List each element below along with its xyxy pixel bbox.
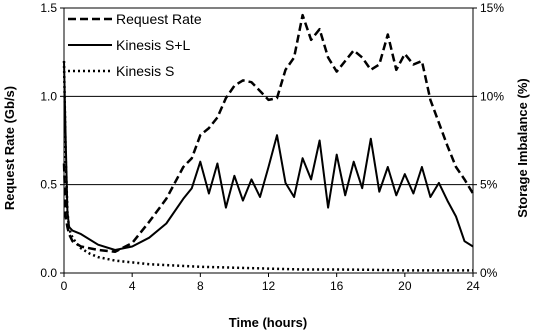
series-layer [62, 13, 475, 272]
y-left-tick-label-2: 1.0 [40, 89, 57, 103]
y-left-tick-label-3: 1.5 [40, 1, 57, 15]
x-tick-label-0: 0 [61, 279, 68, 293]
x-tick-label-3: 12 [262, 279, 276, 293]
y-right-tick-label-2: 10% [480, 89, 504, 103]
y-right-tick-label-1: 5% [480, 178, 498, 192]
y-left-tick-label-1: 0.5 [40, 178, 57, 192]
y-right-tick-label-3: 15% [480, 1, 504, 15]
series-line-kinesis-s [62, 60, 473, 272]
x-tick-label-6: 24 [466, 279, 480, 293]
legend-label-request-rate: Request Rate [116, 11, 202, 27]
series-line-kinesis-s-l [63, 60, 474, 251]
x-tick-label-4: 16 [330, 279, 344, 293]
x-tick-label-1: 4 [129, 279, 136, 293]
legend: Request Rate Kinesis S+L Kinesis S [68, 11, 202, 79]
y-axis-right-title: Storage Imbalance (%) [515, 78, 530, 217]
x-tick-label-2: 8 [197, 279, 204, 293]
legend-label-kinesis-s: Kinesis S [116, 63, 174, 79]
y-left-tick-label-0: 0.0 [40, 266, 57, 280]
y-axis-left-title: Request Rate (Gb/s) [2, 86, 17, 210]
legend-label-kinesis-sl: Kinesis S+L [116, 37, 191, 53]
ticks-layer: 0 4 8 12 16 20 24 0.0 0.5 1.0 1.5 0% 5% 10% 15% [40, 1, 504, 293]
x-axis-title: Time (hours) [229, 315, 308, 330]
gridlines [64, 95, 473, 186]
y-right-tick-label-0: 0% [480, 266, 498, 280]
x-tick-label-5: 20 [398, 279, 412, 293]
